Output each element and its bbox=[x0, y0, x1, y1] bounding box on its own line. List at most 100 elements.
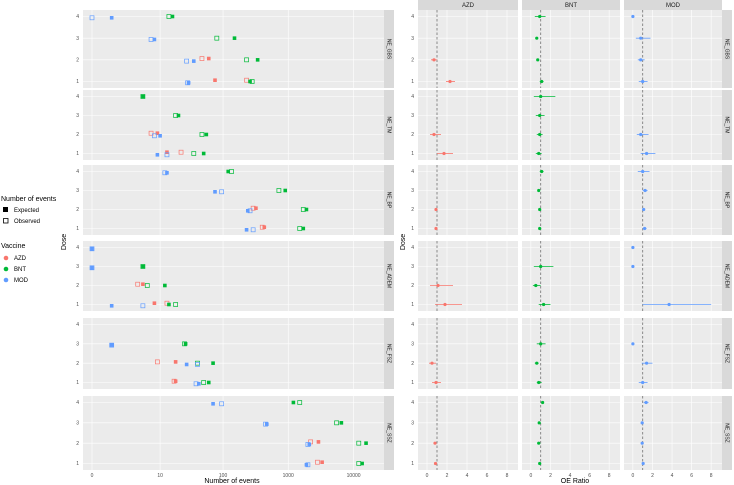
expected-marker-bnt bbox=[226, 169, 231, 174]
oe-panel-ne_ssz-bnt bbox=[522, 396, 620, 470]
panel-background bbox=[624, 241, 722, 311]
observed-marker-mod bbox=[109, 342, 115, 348]
y-tick-label: 3 bbox=[76, 188, 79, 194]
facet-label-ne_adem: NE_ADEM bbox=[724, 264, 730, 288]
x-tick-label: 10000 bbox=[347, 473, 361, 479]
x-tick-label: 10 bbox=[157, 473, 163, 479]
oe-point-bnt bbox=[535, 361, 539, 365]
events-chart: 1234NE_GBS1234NE_TM1234NE_BP1234NE_ADEM1… bbox=[76, 10, 394, 479]
observed-marker-bnt bbox=[191, 151, 197, 156]
oe-ratio-chart: AZD 0 2 4 6 8 BNT 0 2 4 6 8 MOD 0 2 4 6 8 1 2 3 4 NE_GBS 1 2 3 4 NE… bbox=[411, 0, 732, 479]
column-strip bbox=[418, 0, 518, 10]
y-tick-label: 1 bbox=[76, 380, 79, 386]
facet-label-ne_tm: NE_TM bbox=[386, 117, 392, 134]
observed-marker-bnt bbox=[201, 380, 207, 385]
oe-point-bnt bbox=[538, 207, 542, 212]
expected-marker-bnt bbox=[183, 342, 188, 346]
y-tick-label: 4 bbox=[76, 245, 79, 251]
expected-marker-bnt bbox=[232, 36, 237, 40]
expected-marker-mod bbox=[184, 362, 189, 367]
oe-point-mod bbox=[643, 188, 647, 193]
expected-marker-bnt bbox=[339, 421, 344, 425]
x-tick-label: 0 bbox=[632, 473, 635, 479]
observed-marker-mod bbox=[219, 189, 224, 195]
panel-background bbox=[418, 396, 518, 470]
observed-marker-bnt bbox=[297, 400, 303, 405]
observed-marker-bnt bbox=[334, 420, 339, 426]
y-tick-label: 1 bbox=[411, 302, 414, 308]
column-strip bbox=[624, 0, 722, 10]
events-panel-ne_gbs: 1 2 3 4 NE_GBS bbox=[76, 10, 394, 88]
legend-bnt-label: BNT bbox=[14, 267, 26, 273]
right-y-axis-title: Dose bbox=[400, 234, 407, 250]
observed-marker-mod bbox=[195, 362, 200, 367]
expected-marker-mod bbox=[90, 247, 94, 251]
x-tick-label: 2 bbox=[549, 473, 552, 479]
facet-strip bbox=[722, 318, 732, 389]
panel-background bbox=[83, 10, 384, 88]
expected-marker-bnt bbox=[163, 283, 167, 288]
oe-panel-ne_fsz-mod bbox=[624, 318, 722, 389]
panel-background bbox=[624, 90, 722, 160]
y-tick-label: 3 bbox=[76, 420, 79, 426]
facet-strip bbox=[384, 10, 394, 88]
observed-marker-mod bbox=[148, 37, 154, 42]
oe-panel-ne_tm-azd bbox=[418, 90, 518, 160]
oe-panel-ne_ssz-mod bbox=[624, 396, 722, 470]
panel-background bbox=[522, 10, 620, 88]
panel-background bbox=[624, 318, 722, 389]
observed-marker-mod bbox=[162, 170, 168, 176]
oe-point-mod bbox=[641, 461, 645, 466]
y-tick-label: 3 bbox=[411, 341, 414, 347]
y-tick-label: 2 bbox=[76, 132, 79, 138]
oe-point-bnt bbox=[537, 188, 541, 193]
x-tick-label: 6 bbox=[588, 473, 591, 479]
oe-point-mod bbox=[643, 226, 647, 231]
expected-marker-azd bbox=[152, 301, 157, 305]
observed-marker-bnt bbox=[244, 57, 249, 63]
y-tick-label: 3 bbox=[411, 264, 414, 270]
expected-marker-mod bbox=[304, 463, 309, 467]
x-tick-label: 4 bbox=[671, 473, 674, 479]
legend-expected-swatch bbox=[3, 207, 8, 212]
observed-marker-azd bbox=[135, 281, 141, 287]
x-tick-label: 8 bbox=[710, 473, 713, 479]
facet-label-ne_fsz: NE_FSZ bbox=[724, 344, 730, 363]
y-tick-label: 2 bbox=[411, 57, 414, 63]
y-tick-label: 2 bbox=[411, 361, 414, 367]
panel-background bbox=[83, 165, 384, 235]
legend-events-title: Number of events bbox=[1, 196, 57, 203]
y-tick-label: 1 bbox=[76, 226, 79, 232]
oe-point-mod bbox=[631, 342, 635, 346]
oe-panel-ne_tm-bnt bbox=[522, 90, 620, 160]
right-x-axis-title: OE Ratio bbox=[561, 478, 590, 485]
expected-marker-mod bbox=[307, 442, 312, 447]
observed-marker-bnt bbox=[140, 264, 146, 269]
y-tick-label: 1 bbox=[411, 79, 414, 85]
panel-background bbox=[624, 10, 722, 88]
expected-marker-azd bbox=[155, 131, 160, 135]
y-tick-label: 3 bbox=[411, 36, 414, 42]
oe-point-bnt bbox=[537, 421, 541, 425]
facet-strip bbox=[722, 165, 732, 235]
legend-expected-label: Expected bbox=[14, 208, 39, 214]
observed-marker-bnt bbox=[249, 79, 255, 84]
expected-marker-mod bbox=[90, 266, 94, 270]
expected-marker-azd bbox=[165, 150, 169, 154]
y-tick-label: 2 bbox=[76, 283, 79, 289]
oe-row-ne_fsz: 1 2 3 4 NE_FSZ bbox=[411, 318, 732, 389]
observed-marker-bnt bbox=[214, 35, 220, 41]
oe-point-mod bbox=[639, 132, 643, 137]
panel-background bbox=[418, 318, 518, 389]
oe-point-azd bbox=[443, 302, 447, 307]
observed-marker-azd bbox=[315, 459, 320, 465]
legend: Number of events Expected Observed Vacci… bbox=[1, 196, 57, 284]
oe-point-mod bbox=[667, 302, 671, 307]
observed-marker-azd bbox=[171, 378, 177, 384]
expected-marker-azd bbox=[320, 460, 324, 464]
oe-point-mod bbox=[641, 380, 645, 385]
legend-azd-label: AZD bbox=[14, 256, 27, 262]
y-tick-label: 2 bbox=[76, 57, 79, 63]
observed-marker-bnt bbox=[297, 226, 303, 231]
